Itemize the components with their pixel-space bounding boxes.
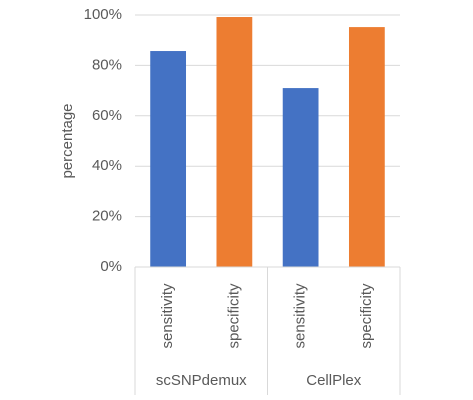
y-tick-label: 60% bbox=[92, 107, 122, 124]
bar bbox=[216, 17, 253, 267]
y-tick-label: 80% bbox=[92, 56, 122, 73]
y-tick-label: 40% bbox=[92, 157, 122, 174]
y-axis-title: percentage bbox=[59, 103, 76, 178]
y-tick-label: 100% bbox=[84, 6, 122, 23]
bar bbox=[348, 27, 385, 267]
x-tick-label: specificity bbox=[225, 283, 242, 349]
x-tick-label: sensitivity bbox=[292, 283, 309, 349]
x-tick-label: sensitivity bbox=[159, 283, 176, 349]
y-tick-label: 20% bbox=[92, 208, 122, 225]
y-tick-label: 0% bbox=[100, 258, 122, 275]
bar bbox=[282, 88, 319, 267]
group-label: CellPlex bbox=[306, 372, 362, 389]
x-tick-label: specificity bbox=[358, 283, 375, 349]
bar bbox=[150, 51, 187, 268]
group-label: scSNPdemux bbox=[156, 372, 247, 389]
